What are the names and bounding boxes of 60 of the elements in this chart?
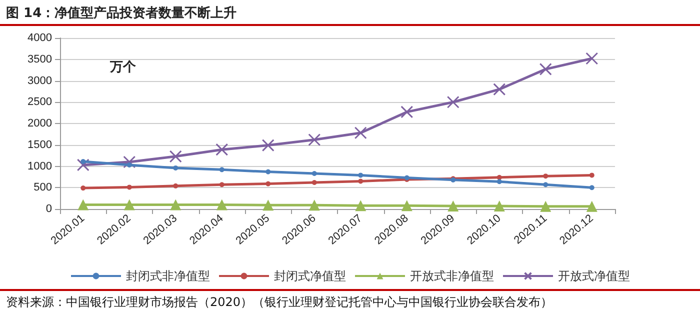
legend-label: 开放式非净值型 [410, 269, 494, 283]
y-tick-label: 3500 [28, 53, 52, 66]
legend-label: 封闭式净值型 [274, 269, 346, 283]
point [354, 126, 367, 140]
point [216, 143, 228, 156]
point [400, 106, 414, 118]
y-tick-label: 0 [46, 203, 52, 215]
point [496, 174, 502, 180]
y-tick-label: 1000 [28, 160, 52, 172]
y-axis-title: 万个 [109, 59, 137, 74]
point [358, 172, 364, 178]
point [494, 200, 505, 212]
point [312, 180, 317, 185]
point [80, 159, 86, 164]
point [262, 200, 274, 211]
point [76, 158, 90, 172]
point [358, 178, 364, 184]
point [169, 150, 182, 163]
point [586, 52, 598, 65]
point [543, 182, 548, 188]
point [126, 162, 132, 168]
point [539, 62, 552, 76]
point [219, 167, 224, 172]
legend-label: 封闭式非净值型 [126, 269, 210, 283]
y-tick-label: 2000 [28, 118, 52, 130]
point [173, 165, 178, 170]
point [540, 200, 552, 212]
point [266, 181, 271, 186]
point [78, 199, 89, 210]
point [448, 200, 459, 212]
point [401, 200, 412, 212]
point [589, 172, 594, 178]
point [586, 200, 598, 212]
point [493, 83, 506, 96]
point [312, 171, 317, 176]
chart-title: 图 14：净值型产品投资者数量不断上升 [0, 0, 700, 26]
point [170, 199, 182, 210]
point [123, 156, 136, 168]
point [80, 186, 86, 191]
point [219, 182, 224, 188]
point [126, 184, 132, 190]
point [173, 183, 178, 188]
point [543, 174, 548, 179]
point [216, 199, 228, 210]
y-tick-label: 4000 [28, 32, 52, 44]
point [124, 199, 135, 210]
text: 资料来源：中国银行业理财市场报告（2020）（银行业理财登记托管中心与中国银行业协会联合发布） [0, 289, 700, 313]
point [308, 200, 320, 211]
point [589, 185, 594, 190]
y-tick-label: 2500 [28, 96, 52, 108]
y-tick-label: 1500 [28, 138, 52, 151]
point [355, 200, 366, 212]
y-tick-label: 500 [34, 182, 52, 194]
point [262, 139, 274, 152]
point [446, 96, 460, 108]
point [496, 179, 502, 184]
legend-label: 开放式净值型 [558, 269, 630, 283]
point [266, 169, 271, 174]
y-tick-label: 3000 [28, 74, 52, 87]
point [308, 133, 321, 146]
